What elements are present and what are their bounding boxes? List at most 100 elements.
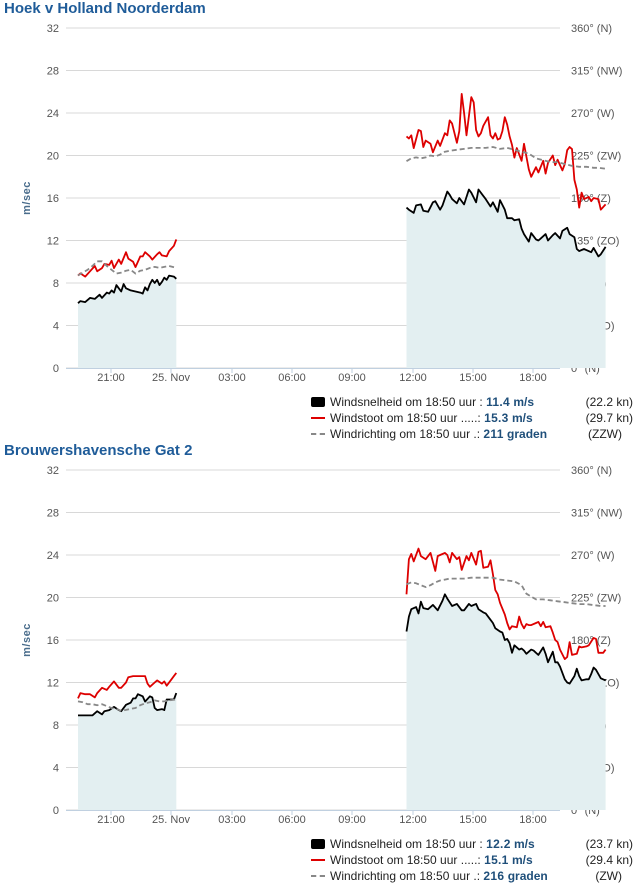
- y2-tick-label: 315° (NW): [571, 508, 622, 520]
- legend-unit: m/s: [514, 837, 535, 851]
- windstoot-line: [405, 93, 607, 211]
- line-swatch-icon: [311, 859, 325, 861]
- legend-value: 211: [483, 427, 504, 441]
- legend-alt-value: (23.7 kn): [585, 837, 633, 851]
- y-tick-label: 16: [47, 193, 59, 205]
- x-tick-label: 12:00: [399, 814, 427, 826]
- x-tick-label: 21:00: [97, 814, 125, 826]
- y-tick-label: 8: [53, 720, 59, 732]
- y-tick-label: 20: [47, 151, 59, 163]
- legend-unit: graden: [507, 427, 548, 441]
- legend-label: Windsnelheid om 18:50 uur :: [330, 395, 483, 409]
- x-tick-label: 06:00: [278, 814, 306, 826]
- y-tick-label: 32: [47, 23, 59, 35]
- y2-tick-label: 270° (W): [571, 108, 615, 120]
- windsnelheid-line: [77, 274, 177, 304]
- y2-tick-label: 315° (NW): [571, 66, 622, 78]
- legend-item-windstoot[interactable]: Windstoot om 18:50 uur .....: 15.1 m/s (…: [309, 852, 634, 868]
- chart-legend: Windsnelheid om 18:50 uur : 12.2 m/s (23…: [309, 836, 634, 884]
- area-swatch-icon: [311, 397, 325, 407]
- legend-unit: m/s: [513, 395, 535, 409]
- y-tick-label: 0: [53, 363, 59, 375]
- legend-label: Windstoot om 18:50 uur .....:: [330, 853, 481, 867]
- y-tick-label: 12: [47, 236, 59, 248]
- chart-block-brouwershavensche-gat: Brouwershavensche Gat 2 00° (N)445° (NO)…: [0, 442, 634, 884]
- y2-tick-label: 225° (ZW): [571, 593, 621, 605]
- legend-value: 216: [483, 869, 505, 883]
- x-tick-label: 03:00: [218, 814, 246, 826]
- x-tick-label: 25. Nov: [152, 814, 190, 826]
- legend-alt-value: (ZZW): [588, 427, 622, 441]
- y2-tick-label: 360° (N): [571, 465, 612, 477]
- legend-value: 15.3: [484, 411, 509, 425]
- chart-title: Hoek v Holland Noorderdam: [4, 0, 206, 17]
- legend-value: 12.2: [486, 837, 511, 851]
- x-tick-label: 21:00: [97, 372, 125, 384]
- legend-unit: graden: [507, 869, 548, 883]
- windrichting-line: [406, 576, 606, 607]
- windrichting-line: [77, 260, 177, 277]
- windsnelheid-area: [406, 594, 606, 810]
- dashed-line-swatch-icon: [311, 875, 325, 877]
- y-tick-label: 4: [53, 763, 59, 775]
- y-tick-label: 12: [47, 678, 59, 690]
- legend-item-windrichting[interactable]: Windrichting om 18:50 uur .: 211 graden …: [309, 426, 634, 442]
- dashed-line-swatch-icon: [311, 433, 325, 435]
- y2-tick-label: 270° (W): [571, 550, 615, 562]
- x-tick-label: 06:00: [278, 372, 306, 384]
- legend-item-windsnelheid[interactable]: Windsnelheid om 18:50 uur : 12.2 m/s (23…: [309, 836, 634, 852]
- y-tick-label: 28: [47, 508, 59, 520]
- windsnelheid-area: [78, 275, 177, 368]
- y-tick-label: 8: [53, 278, 59, 290]
- x-tick-label: 09:00: [338, 372, 366, 384]
- legend-alt-value: (ZW): [595, 869, 622, 883]
- legend-unit: m/s: [512, 411, 533, 425]
- legend-unit: m/s: [512, 853, 533, 867]
- windstoot-line: [77, 672, 178, 699]
- x-tick-label: 03:00: [218, 372, 246, 384]
- y-axis-title: m/sec: [21, 181, 33, 215]
- legend-value: 15.1: [484, 853, 509, 867]
- legend-label: Windstoot om 18:50 uur .....:: [330, 411, 481, 425]
- windsnelheid-line: [405, 188, 607, 258]
- y-tick-label: 0: [53, 805, 59, 817]
- y-axis-title: m/sec: [21, 623, 33, 657]
- windstoot-line: [405, 547, 607, 661]
- windrichting-line: [77, 698, 177, 712]
- y2-tick-label: 135° (ZO): [571, 236, 619, 248]
- y-tick-label: 24: [47, 550, 59, 562]
- y-tick-label: 24: [47, 108, 59, 120]
- y-tick-label: 4: [53, 321, 59, 333]
- windsnelheid-line: [405, 593, 606, 685]
- windstoot-line: [77, 239, 178, 278]
- legend-label: Windsnelheid om 18:50 uur :: [330, 837, 483, 851]
- y-tick-label: 28: [47, 66, 59, 78]
- chart-legend: Windsnelheid om 18:50 uur : 11.4 m/s (22…: [309, 394, 634, 442]
- x-tick-label: 25. Nov: [152, 372, 190, 384]
- y2-tick-label: 225° (ZW): [571, 151, 621, 163]
- legend-label: Windrichting om 18:50 uur .:: [330, 869, 481, 883]
- x-tick-label: 18:00: [519, 814, 547, 826]
- legend-alt-value: (29.4 kn): [585, 853, 633, 867]
- x-tick-label: 18:00: [519, 372, 547, 384]
- legend-item-windsnelheid[interactable]: Windsnelheid om 18:50 uur : 11.4 m/s (22…: [309, 394, 634, 410]
- chart-title: Brouwershavensche Gat 2: [4, 442, 193, 459]
- legend-alt-value: (29.7 kn): [585, 411, 633, 425]
- y-tick-label: 32: [47, 465, 59, 477]
- y-tick-label: 16: [47, 635, 59, 647]
- legend-value: 11.4: [486, 395, 511, 409]
- y-tick-label: 20: [47, 593, 59, 605]
- x-tick-label: 15:00: [459, 372, 487, 384]
- legend-alt-value: (22.2 kn): [585, 395, 633, 409]
- x-tick-label: 09:00: [338, 814, 366, 826]
- legend-item-windstoot[interactable]: Windstoot om 18:50 uur .....: 15.3 m/s (…: [309, 410, 634, 426]
- legend-label: Windrichting om 18:50 uur .:: [330, 427, 481, 441]
- x-tick-label: 12:00: [399, 372, 427, 384]
- y2-tick-label: 360° (N): [571, 23, 612, 35]
- line-swatch-icon: [311, 417, 325, 419]
- x-tick-label: 15:00: [459, 814, 487, 826]
- area-swatch-icon: [311, 839, 325, 849]
- legend-item-windrichting[interactable]: Windrichting om 18:50 uur .: 216 graden …: [309, 868, 634, 884]
